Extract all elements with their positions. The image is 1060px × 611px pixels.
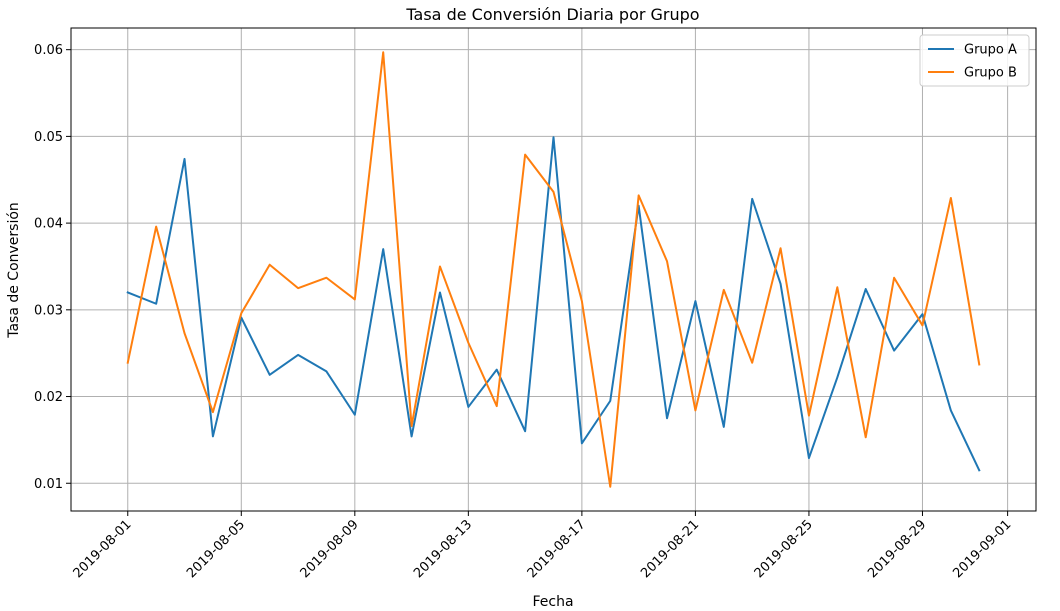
y-tick-label: 0.05 — [34, 130, 63, 145]
plot-frame — [70, 27, 1037, 512]
x-tick-label: 2019-08-25 — [752, 517, 816, 581]
x-tick-label: 2019-09-01 — [950, 517, 1014, 581]
y-tick-label: 0.03 — [34, 303, 63, 318]
y-tick-label: 0.01 — [34, 477, 63, 492]
x-axis-label: Fecha — [532, 594, 573, 610]
x-tick-label: 2019-08-13 — [411, 517, 475, 581]
x-axis-ticks: 2019-08-01 2019-08-05 2019-08-09 2019-08-13… — [71, 511, 1014, 581]
y-tick-label: 0.06 — [34, 43, 63, 58]
legend-box — [919, 34, 1030, 87]
series-line-grupo-a — [126, 136, 981, 472]
y-axis-label: Tasa de Conversión — [6, 202, 22, 339]
x-tick-label: 2019-08-29 — [865, 517, 929, 581]
legend: Grupo A Grupo B — [919, 34, 1030, 87]
y-axis-ticks: 0.01 0.02 0.03 0.04 0.05 0.06 — [34, 43, 71, 492]
x-tick-label: 2019-08-01 — [71, 517, 135, 581]
legend-label: Grupo A — [964, 43, 1017, 58]
y-tick-label: 0.04 — [34, 217, 63, 232]
grid — [71, 28, 1036, 511]
legend-label: Grupo B — [964, 66, 1017, 81]
x-tick-label: 2019-08-17 — [525, 517, 589, 581]
series-lines — [126, 51, 981, 488]
x-tick-label: 2019-08-21 — [638, 517, 702, 581]
chart-title: Tasa de Conversión Diaria por Grupo — [405, 5, 699, 24]
x-tick-label: 2019-08-09 — [298, 517, 362, 581]
series-line-grupo-b — [126, 51, 981, 488]
y-tick-label: 0.02 — [34, 390, 63, 405]
x-tick-label: 2019-08-05 — [184, 517, 248, 581]
